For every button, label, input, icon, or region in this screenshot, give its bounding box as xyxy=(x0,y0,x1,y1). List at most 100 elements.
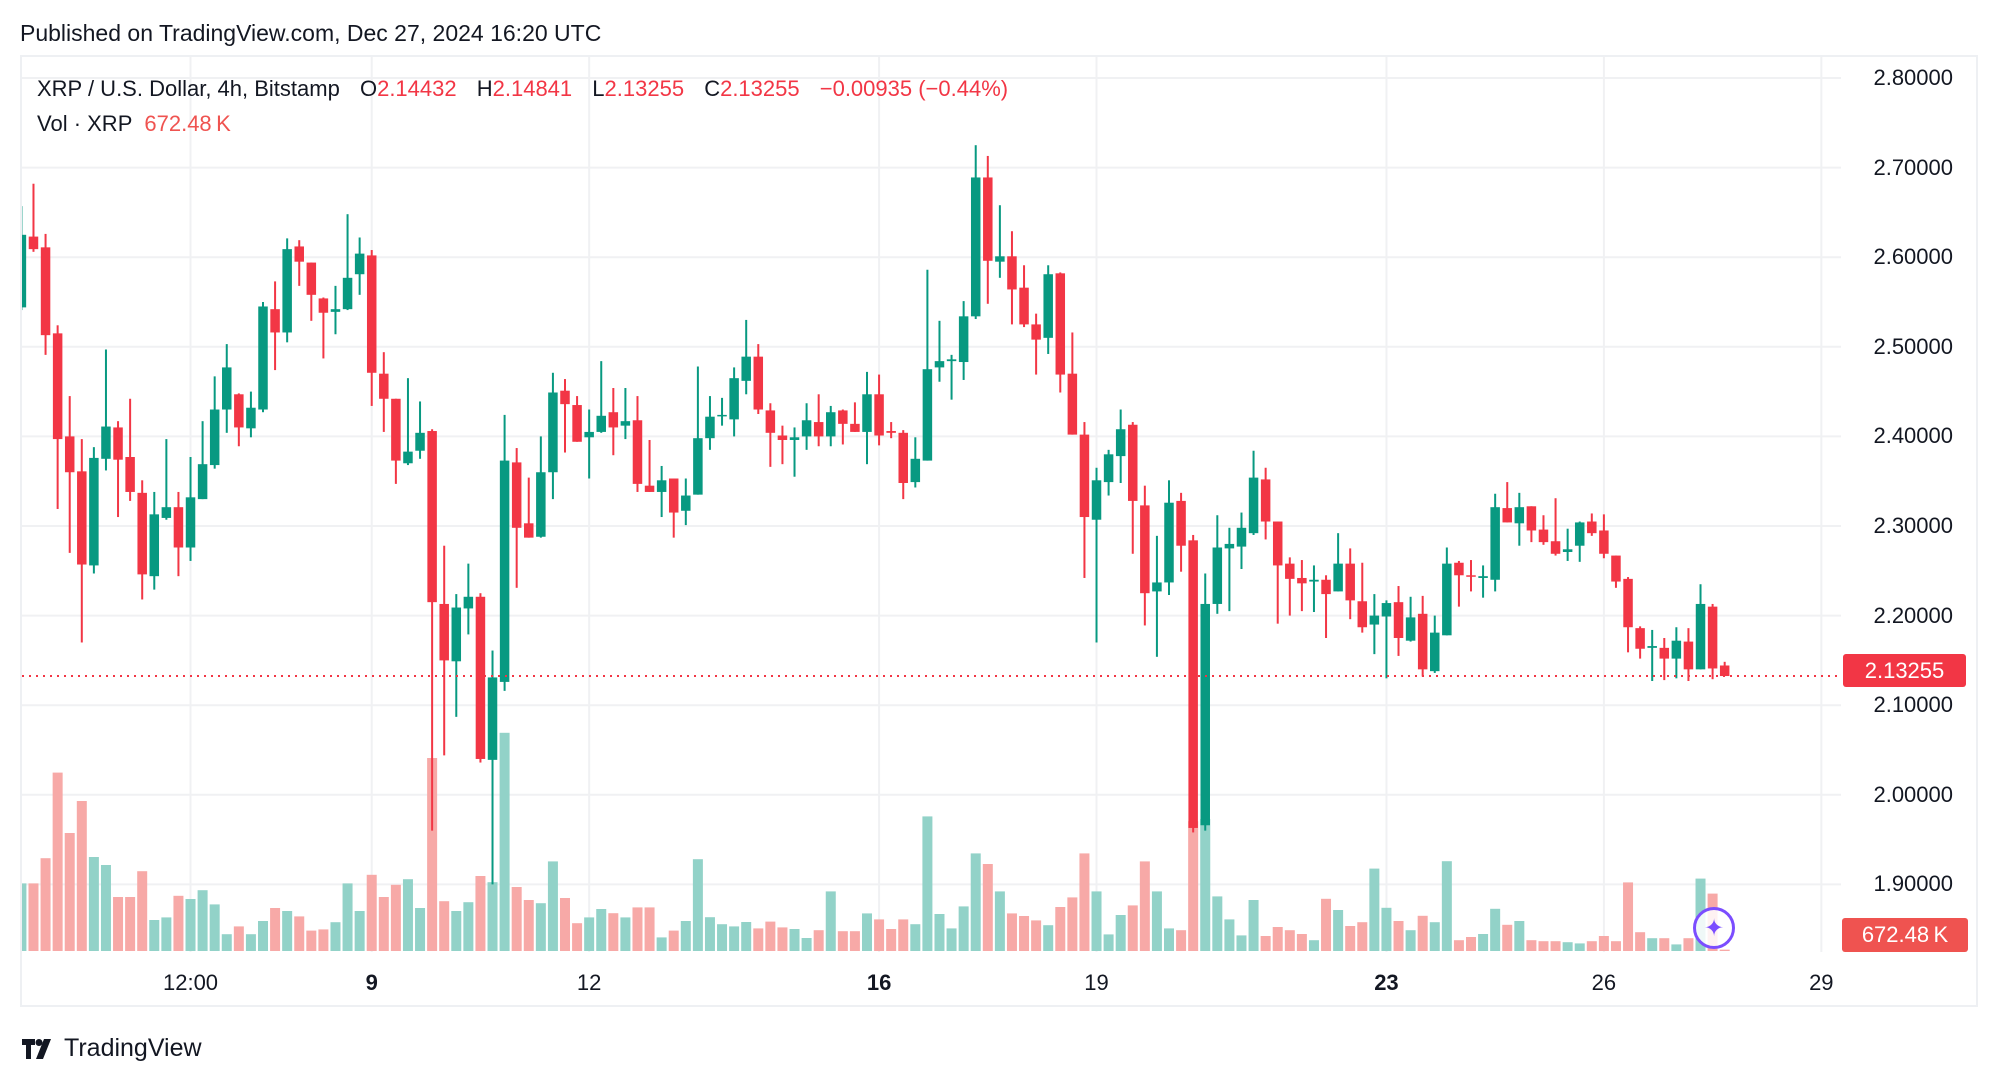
candle xyxy=(850,402,860,432)
candle xyxy=(995,205,1005,278)
volume-bar xyxy=(958,906,969,951)
candle xyxy=(1417,595,1428,677)
candle xyxy=(813,394,824,447)
candle xyxy=(1236,512,1247,570)
candle xyxy=(77,439,87,643)
candle xyxy=(1128,422,1138,554)
candle xyxy=(354,237,365,295)
candle xyxy=(596,361,606,433)
candle xyxy=(1091,467,1102,643)
volume-bar xyxy=(487,882,498,951)
candle-body xyxy=(548,392,558,473)
time-tick-label: 12 xyxy=(576,970,602,995)
candle xyxy=(801,403,812,450)
candle-wick xyxy=(346,214,349,311)
candle-body xyxy=(970,177,981,317)
candle-wick xyxy=(165,439,168,520)
volume-bar xyxy=(415,908,426,951)
volume-bar xyxy=(1006,913,1017,951)
candle-wick xyxy=(1312,565,1315,613)
candle xyxy=(983,155,993,304)
volume-bar xyxy=(1526,940,1537,951)
candle-body xyxy=(1248,477,1259,534)
candle-wick xyxy=(104,349,107,471)
candle xyxy=(1248,450,1259,535)
candle xyxy=(234,393,244,447)
volume-label[interactable]: Vol · XRP xyxy=(37,111,133,136)
candle xyxy=(1550,498,1561,556)
volume-bar xyxy=(765,921,776,951)
candle-wick xyxy=(588,409,591,479)
volume-bar xyxy=(1188,821,1199,951)
volume-bar xyxy=(825,891,836,951)
volume-bar xyxy=(668,930,679,951)
candle xyxy=(789,427,800,477)
tradingview-logo-icon xyxy=(22,1038,51,1059)
price-tick-label: 2.70000 xyxy=(1873,154,1953,180)
candle-body xyxy=(874,394,884,436)
candle xyxy=(548,372,558,500)
candle xyxy=(149,491,160,590)
price-tick-label: 2.20000 xyxy=(1873,602,1953,628)
volume-bar xyxy=(100,865,111,951)
volume-bar xyxy=(1647,938,1658,951)
candle-wick xyxy=(406,378,409,466)
candle-body xyxy=(246,407,256,429)
candle-wick xyxy=(1385,600,1388,679)
sparkle-icon[interactable]: ✦ xyxy=(1693,907,1735,949)
candle-body xyxy=(898,432,908,483)
volume-bar xyxy=(596,909,607,951)
candle-body xyxy=(620,421,631,426)
candle-body xyxy=(995,256,1005,262)
volume-bar xyxy=(1598,936,1609,951)
change-value: −0.00935 (−0.44%) xyxy=(819,76,1009,101)
tradingview-logo[interactable]: TradingView xyxy=(22,1034,202,1063)
volume-bar xyxy=(451,911,462,951)
candle xyxy=(294,240,304,286)
candle-body xyxy=(958,316,969,363)
price-tick-label: 2.80000 xyxy=(1873,65,1953,90)
volume-bar xyxy=(342,883,353,951)
candle-wick xyxy=(998,205,1001,278)
candle xyxy=(403,378,413,466)
volume-bar xyxy=(1200,819,1211,951)
volume-value: 672.48 K xyxy=(144,111,231,136)
candle xyxy=(439,545,449,756)
symbol-title[interactable]: XRP / U.S. Dollar, 4h, Bitstamp xyxy=(37,76,340,101)
candle xyxy=(1188,534,1198,833)
volume-bar xyxy=(1393,921,1404,951)
candle-body xyxy=(475,596,486,759)
volume-legend: Vol · XRP 672.48 K xyxy=(37,111,231,137)
candle-body xyxy=(1079,434,1090,518)
volume-bar xyxy=(741,922,752,951)
volume-bar xyxy=(1550,941,1561,951)
volume-bar xyxy=(1079,853,1090,951)
candle-body xyxy=(886,431,896,433)
candle-body xyxy=(173,507,184,548)
candle xyxy=(1683,628,1694,682)
candle xyxy=(499,414,510,691)
candle-body xyxy=(342,277,353,310)
candle-body xyxy=(1115,429,1126,457)
candle xyxy=(922,269,933,461)
candle-body xyxy=(1719,665,1730,677)
candle-wick xyxy=(1663,638,1666,681)
low-value: 2.13255 xyxy=(604,76,685,101)
time-tick-label: 26 xyxy=(1591,970,1617,995)
high-label: H xyxy=(476,76,493,101)
candle xyxy=(1587,513,1597,536)
volume-bar xyxy=(608,913,619,951)
candle-body xyxy=(1454,562,1464,576)
candle-body xyxy=(644,485,655,492)
candle-wick xyxy=(1325,575,1328,638)
logo-text: TradingView xyxy=(64,1034,202,1062)
volume-bar xyxy=(318,929,329,951)
candle xyxy=(1309,565,1319,613)
candle-body xyxy=(1188,540,1198,828)
candle xyxy=(1272,521,1283,624)
candle-body xyxy=(693,438,703,495)
candle-body xyxy=(463,596,474,609)
candle xyxy=(1647,629,1657,682)
candle xyxy=(668,478,679,538)
